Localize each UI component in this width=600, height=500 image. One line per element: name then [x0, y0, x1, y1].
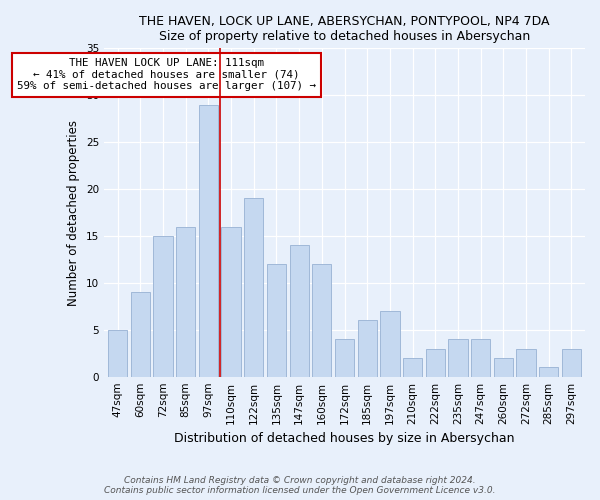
Bar	[244, 198, 263, 376]
Bar	[312, 264, 331, 376]
Bar	[176, 226, 196, 376]
Bar	[199, 104, 218, 376]
Bar	[562, 348, 581, 376]
Bar	[108, 330, 127, 376]
Bar	[267, 264, 286, 376]
Y-axis label: Number of detached properties: Number of detached properties	[67, 120, 80, 306]
Bar	[448, 339, 467, 376]
Text: Contains HM Land Registry data © Crown copyright and database right 2024.
Contai: Contains HM Land Registry data © Crown c…	[104, 476, 496, 495]
Bar	[290, 246, 309, 376]
Bar	[358, 320, 377, 376]
Bar	[471, 339, 490, 376]
X-axis label: Distribution of detached houses by size in Abersychan: Distribution of detached houses by size …	[174, 432, 515, 445]
Bar	[131, 292, 150, 376]
Bar	[494, 358, 513, 376]
Bar	[380, 311, 400, 376]
Bar	[425, 348, 445, 376]
Title: THE HAVEN, LOCK UP LANE, ABERSYCHAN, PONTYPOOL, NP4 7DA
Size of property relativ: THE HAVEN, LOCK UP LANE, ABERSYCHAN, PON…	[139, 15, 550, 43]
Bar	[154, 236, 173, 376]
Bar	[221, 226, 241, 376]
Bar	[517, 348, 536, 376]
Text: THE HAVEN LOCK UP LANE: 111sqm
← 41% of detached houses are smaller (74)
59% of : THE HAVEN LOCK UP LANE: 111sqm ← 41% of …	[17, 58, 316, 92]
Bar	[539, 368, 559, 376]
Bar	[403, 358, 422, 376]
Bar	[335, 339, 354, 376]
